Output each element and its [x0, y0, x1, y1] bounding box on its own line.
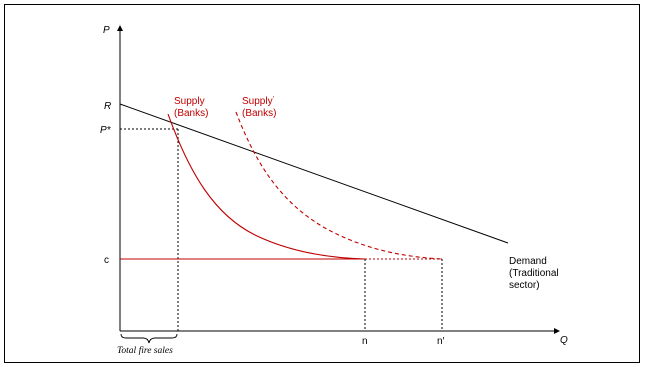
y-tick-c: c — [104, 255, 109, 266]
supply-prime-label-line1: Supply' — [242, 96, 274, 107]
supply-prime-mark: ' — [273, 96, 274, 103]
demand-label-line3: sector) — [509, 280, 540, 291]
demand-label-line2: (Traditional — [509, 268, 559, 279]
diagram-frame — [4, 4, 640, 363]
supply-curve — [167, 113, 366, 260]
demand-line — [119, 103, 509, 244]
x-axis-label: Q — [560, 335, 568, 346]
y-tick-r: R — [104, 101, 111, 112]
fire-sales-brace — [120, 333, 178, 344]
y-tick-p-star: P* — [100, 125, 112, 136]
supply-prime-curve — [235, 111, 443, 260]
supply-label-line1: Supply — [174, 96, 205, 107]
y-axis-label: P — [103, 25, 110, 36]
fire-sales-label: Total fire sales — [117, 345, 173, 356]
x-tick-n: n — [362, 336, 368, 347]
x-tick-n-prime: n′ — [437, 336, 445, 347]
supply-label-line2: (Banks) — [174, 108, 208, 119]
supply-prime-label-line2: (Banks) — [242, 108, 276, 119]
demand-label-line1: Demand — [509, 256, 547, 267]
